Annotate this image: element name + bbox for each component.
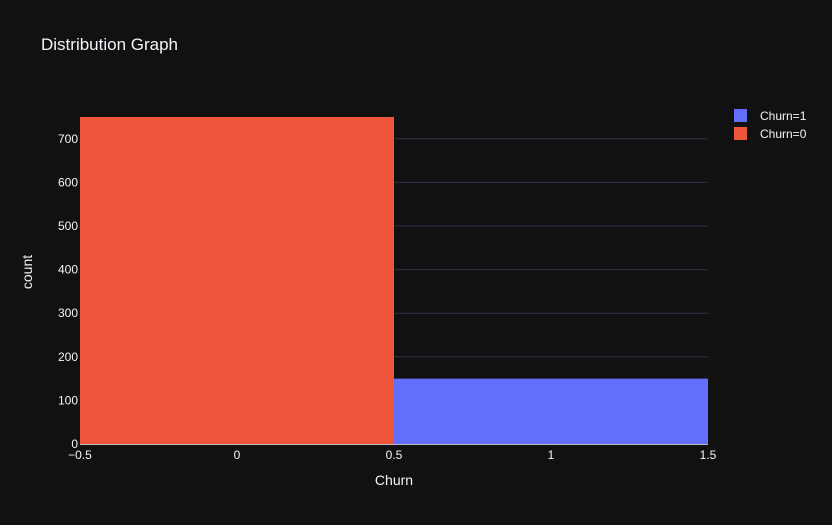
y-tick-label: 400	[58, 263, 78, 277]
legend-swatch	[734, 109, 747, 122]
y-axis-title: count	[19, 255, 35, 289]
x-axis-title: Churn	[375, 472, 413, 488]
legend-item-churn-1[interactable]: Churn=1	[734, 109, 807, 123]
legend[interactable]: Churn=1 Churn=0	[734, 109, 807, 141]
x-tick-label: 0.5	[386, 448, 403, 462]
legend-label: Churn=1	[760, 109, 807, 123]
x-tick-label: 1	[548, 448, 555, 462]
legend-label: Churn=0	[760, 127, 807, 141]
x-tick-label: 1.5	[700, 448, 717, 462]
x-tick-label: −0.5	[68, 448, 92, 462]
y-tick-label: 100	[58, 393, 78, 407]
y-tick-label: 300	[58, 306, 78, 320]
legend-item-churn-0[interactable]: Churn=0	[734, 127, 807, 141]
bar-churn-1[interactable]	[394, 378, 708, 444]
y-tick-label: 500	[58, 219, 78, 233]
bar-churn-0[interactable]	[80, 117, 394, 444]
y-tick-label: 700	[58, 132, 78, 146]
bars	[80, 117, 708, 444]
y-axis-ticks: 0 100 200 300 400 500 600 700	[58, 132, 78, 451]
legend-swatch	[734, 127, 747, 140]
chart-title: Distribution Graph	[41, 35, 178, 54]
y-tick-label: 0	[71, 437, 78, 451]
x-axis-ticks: −0.5 0 0.5 1 1.5	[68, 448, 717, 462]
y-tick-label: 200	[58, 350, 78, 364]
y-tick-label: 600	[58, 175, 78, 189]
x-tick-label: 0	[234, 448, 241, 462]
